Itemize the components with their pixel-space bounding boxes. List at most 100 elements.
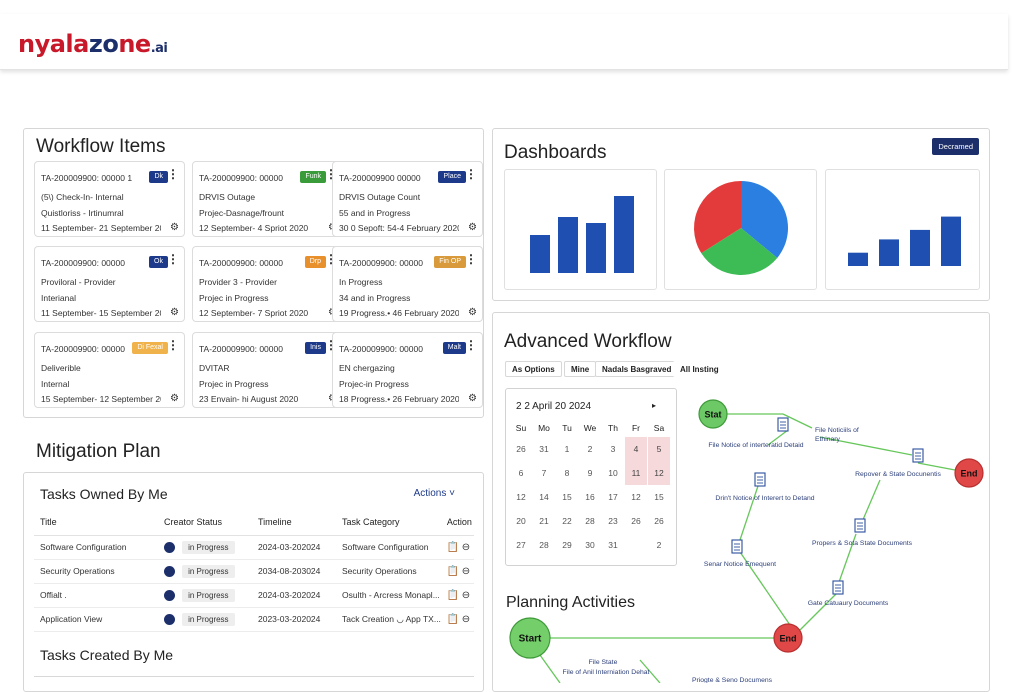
view-icon[interactable]: ⊖: [461, 613, 471, 625]
action-cell: 📋 ⊖: [440, 559, 474, 584]
calendar-day[interactable]: 12: [648, 461, 670, 485]
card-line-2: Quistloriss - Irtinumral: [41, 208, 124, 218]
decramed-button[interactable]: Decramed: [932, 138, 979, 155]
task-title: Software Configuration: [34, 535, 158, 560]
workflow-card[interactable]: TA-200009900: 00000 Di Fexal ⋮ Deliverible I…: [34, 332, 185, 408]
bar-chart-2-bar: [941, 216, 961, 266]
view-icon[interactable]: ⊖: [461, 565, 471, 577]
table-row[interactable]: Offialt . in Progress 2024-03-202024 Osult…: [34, 583, 474, 608]
calendar-day[interactable]: 15: [562, 492, 572, 502]
tasks-created-title: Tasks Created By Me: [40, 647, 174, 663]
clipboard-icon[interactable]: 📋: [446, 541, 460, 553]
table-row[interactable]: Security Operations in Progress 2034-08-2…: [34, 559, 474, 584]
more-options-icon[interactable]: ⋮: [167, 338, 179, 352]
more-options-icon[interactable]: ⋮: [167, 167, 179, 181]
calendar-day[interactable]: 12: [516, 492, 526, 502]
calendar-day[interactable]: 28: [585, 516, 595, 526]
workflow-card[interactable]: TA-200009900 00000 Place ⋮ DRVIS Outage Cou…: [332, 161, 483, 237]
calendar-day[interactable]: 14: [539, 492, 549, 502]
calendar-day[interactable]: [625, 533, 647, 557]
calendar-day[interactable]: 1: [564, 444, 570, 454]
action-cell: 📋 ⊖: [440, 583, 474, 608]
workflow-card[interactable]: TA-200009900: 00000 Ok ⋮ Proviloral - Provi…: [34, 246, 185, 322]
task-category: Tack Creation ◡ App TX...: [336, 607, 441, 632]
calendar-day[interactable]: 31: [608, 540, 618, 550]
calendar-day-header: Tu: [562, 423, 572, 433]
pie-chart: [694, 181, 788, 275]
actions-dropdown[interactable]: Actions ˅: [413, 488, 455, 499]
col-action: Action: [440, 509, 474, 536]
dashboards-panel: Dashboards Decramed: [492, 128, 990, 301]
table-row[interactable]: Application View in Progress 2023-03-2020…: [34, 607, 474, 632]
settings-icon[interactable]: ⚙: [468, 307, 477, 318]
calendar-day[interactable]: 17: [608, 492, 618, 502]
calendar-day[interactable]: 26: [631, 516, 641, 526]
calendar-day[interactable]: 4: [625, 437, 647, 461]
calendar-day[interactable]: 9: [587, 468, 593, 478]
settings-icon[interactable]: ⚙: [468, 222, 477, 233]
col-title: Title: [34, 509, 158, 536]
calendar-day[interactable]: 12: [631, 492, 641, 502]
calendar-day[interactable]: 8: [564, 468, 570, 478]
calendar-day[interactable]: 22: [562, 516, 572, 526]
card-line-2: Projec-Dasnage/frount: [199, 208, 285, 218]
calendar-day[interactable]: 20: [516, 516, 526, 526]
calendar-day[interactable]: 31: [539, 444, 549, 454]
workflow-card[interactable]: TA-200009900: 00000 Drp ⋮ Provider 3 - Prov…: [192, 246, 343, 322]
brand-part-3: ne: [118, 30, 151, 58]
table-row[interactable]: Software Configuration in Progress 2024-0…: [34, 535, 474, 560]
calendar[interactable]: 2 2 April 20 2024 ▸ Su Mo Tu We Th Fr Sa 26 31 1 2…: [505, 388, 677, 566]
card-id: TA-200009900: 00000: [199, 344, 283, 354]
calendar-day[interactable]: 16: [585, 492, 595, 502]
calendar-day[interactable]: 11: [625, 461, 647, 485]
workflow-card[interactable]: TA-200009900: 00000 1 Dk ⋮ (5\) Check-In- I…: [34, 161, 185, 237]
pie-chart-box: [664, 169, 817, 290]
tab-nadals-basgraved[interactable]: Nadals Basgraved: [595, 361, 679, 377]
card-line-1: DRVIS Outage: [199, 192, 256, 202]
more-options-icon[interactable]: ⋮: [465, 167, 477, 181]
tab-as-options[interactable]: As Options: [505, 361, 562, 377]
calendar-day[interactable]: 29: [562, 540, 572, 550]
settings-icon[interactable]: ⚙: [170, 222, 179, 233]
calendar-day[interactable]: 15: [654, 492, 664, 502]
workflow-card[interactable]: TA-200009900: 00000 Malt ⋮ EN chergazing Pro…: [332, 332, 483, 408]
calendar-day[interactable]: 10: [608, 468, 618, 478]
calendar-day[interactable]: 2: [656, 540, 662, 550]
calendar-day[interactable]: 27: [516, 540, 526, 550]
calendar-day[interactable]: 21: [539, 516, 549, 526]
calendar-day[interactable]: 28: [539, 540, 549, 550]
workflow-card[interactable]: TA-200009900: 00000 Inis ⋮ DVITAR Projec in …: [192, 332, 343, 408]
calendar-day[interactable]: 23: [608, 516, 618, 526]
calendar-next-icon[interactable]: ▸: [651, 401, 656, 410]
bar-chart-2-box: [825, 169, 980, 290]
avatar: [164, 565, 175, 577]
card-line-1: (5\) Check-In- Internal: [41, 192, 124, 202]
tab-mine[interactable]: Mine: [564, 361, 597, 377]
calendar-day[interactable]: 30: [585, 540, 595, 550]
workflow-card[interactable]: TA-200009900: 00000 Fin OP ⋮ In Progress 34 …: [332, 246, 483, 322]
calendar-day[interactable]: 2: [587, 444, 593, 454]
calendar-day[interactable]: 7: [541, 468, 547, 478]
brand-logo[interactable]: nyalazone.ai: [18, 30, 168, 58]
settings-icon[interactable]: ⚙: [170, 307, 179, 318]
clipboard-icon[interactable]: 📋: [446, 613, 460, 625]
clipboard-icon[interactable]: 📋: [446, 589, 460, 601]
more-options-icon[interactable]: ⋮: [465, 252, 477, 266]
creator-status-cell: in Progress: [158, 607, 252, 632]
settings-icon[interactable]: ⚙: [170, 393, 179, 404]
calendar-day[interactable]: 6: [518, 468, 524, 478]
pie-slice: [741, 181, 788, 258]
view-icon[interactable]: ⊖: [461, 589, 471, 601]
settings-icon[interactable]: ⚙: [468, 393, 477, 404]
calendar-day[interactable]: 26: [516, 444, 526, 454]
clipboard-icon[interactable]: 📋: [446, 565, 460, 577]
tab-all-insting[interactable]: All Insting: [673, 361, 726, 377]
card-dates: 18 Progress.• 26 February 2020: [339, 394, 459, 404]
more-options-icon[interactable]: ⋮: [167, 252, 179, 266]
calendar-day[interactable]: 5: [648, 437, 670, 461]
workflow-card[interactable]: TA-200009900: 00000 Funk ⋮ DRVIS Outage Proj…: [192, 161, 343, 237]
calendar-day[interactable]: 26: [654, 516, 664, 526]
view-icon[interactable]: ⊖: [461, 541, 471, 553]
calendar-day[interactable]: 3: [610, 444, 616, 454]
more-options-icon[interactable]: ⋮: [465, 338, 477, 352]
